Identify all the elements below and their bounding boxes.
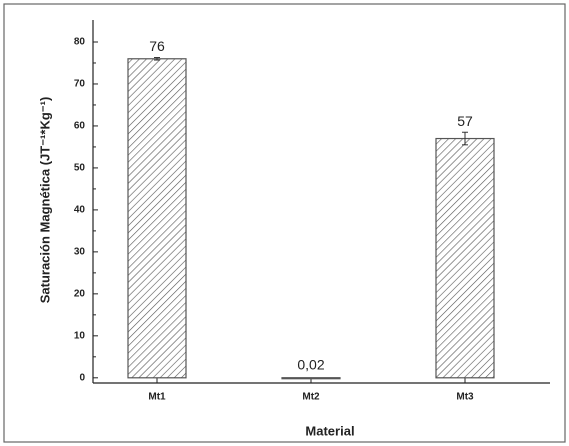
y-tick-label: 0	[79, 372, 85, 383]
y-tick-label: 10	[74, 330, 86, 341]
y-axis-title: Saturación Magnética (JT⁻¹*Kg⁻¹)	[37, 97, 52, 304]
y-tick-label: 20	[74, 288, 86, 299]
bar	[127, 58, 187, 379]
data-label: 57	[457, 113, 473, 129]
bar	[281, 377, 341, 380]
y-tick-label: 70	[74, 79, 86, 90]
y-tick-label: 40	[74, 205, 86, 216]
y-tick-label: 60	[74, 121, 86, 132]
x-tick-label: Mt3	[456, 392, 474, 403]
y-tick-label: 80	[74, 37, 86, 48]
x-tick-label: Mt2	[302, 392, 320, 403]
y-tick-label: 30	[74, 247, 86, 258]
y-tick-label: 50	[74, 163, 86, 174]
bar	[435, 137, 495, 379]
frame	[3, 3, 566, 443]
x-axis-title: Material	[305, 423, 354, 438]
data-label: 0,02	[297, 357, 324, 373]
data-label: 76	[149, 38, 165, 54]
x-tick-label: Mt1	[148, 392, 166, 403]
